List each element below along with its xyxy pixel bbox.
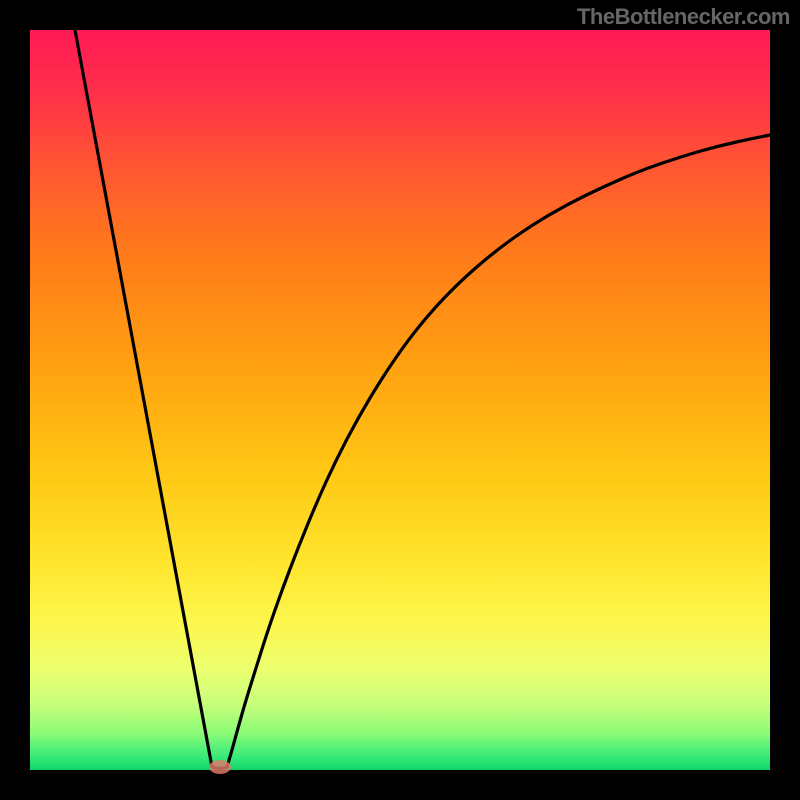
watermark-text: TheBottlenecker.com <box>577 4 790 30</box>
plot-background <box>30 30 770 770</box>
chart-container: TheBottlenecker.com <box>0 0 800 800</box>
chart-svg <box>0 0 800 800</box>
optimal-point-marker <box>209 760 231 774</box>
